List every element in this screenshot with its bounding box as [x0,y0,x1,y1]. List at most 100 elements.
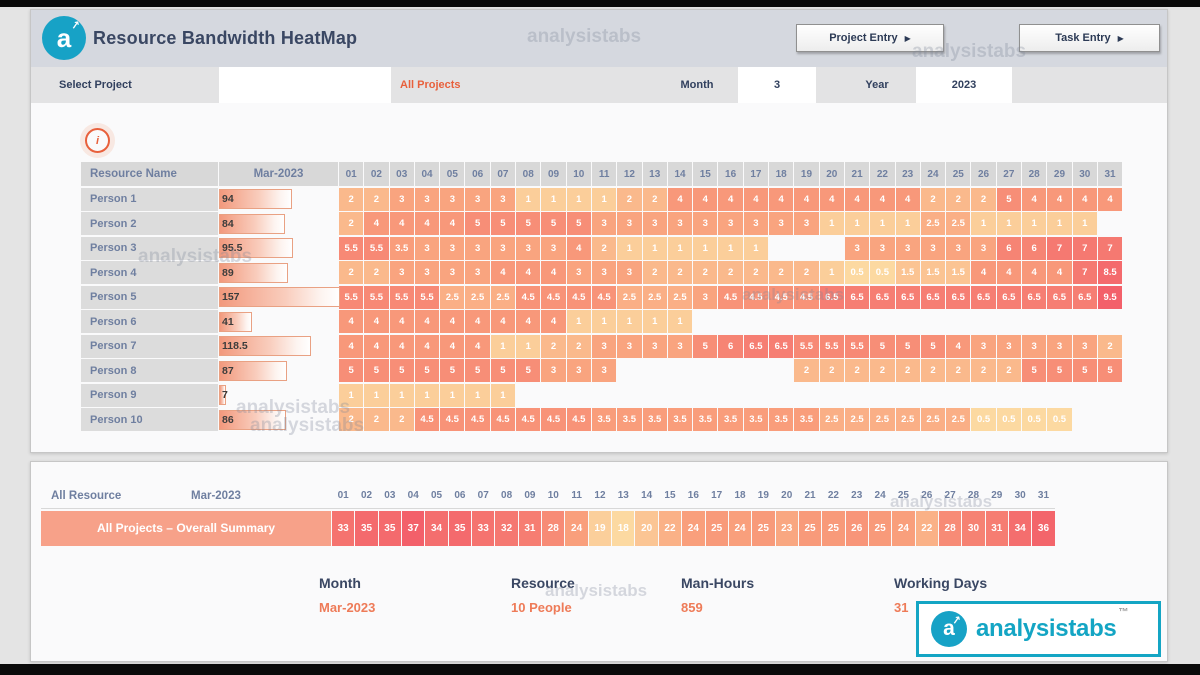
heat-cell: 3 [440,187,465,211]
heat-cell: 2 [667,261,693,284]
heatmap-header-row: Resource Name Mar-2023 01 02 03 04 05 06 07 08 09 1… [81,162,1123,186]
heat-cell: 3 [414,261,440,284]
heat-cell: 2.5 [819,408,844,431]
heat-cell: 4 [1097,187,1123,211]
total-value: 86 [222,413,234,426]
heat-cell [643,384,667,407]
info-icon[interactable]: i [85,128,110,153]
day-column-header: 19 [794,162,819,186]
all-resource-header: All Resource [51,489,122,502]
resource-name-cell: Person 6 [81,310,218,333]
heat-cell: 5 [465,359,490,382]
heat-cell [971,310,995,333]
heat-cell: 1 [364,383,389,407]
resource-name-cell: Person 10 [81,408,218,431]
day-column-header: 28 [967,490,980,501]
heat-cell: 2 [920,187,946,211]
heat-cell: 3.5 [617,408,642,431]
heat-cell: 4 [769,187,794,211]
heat-cell: 2.5 [946,212,971,235]
stat-manhours: Man-Hours 859 [681,575,754,615]
heat-cell: 3 [971,236,996,260]
heat-cell: 8.5 [1097,261,1123,284]
heat-cell [820,237,844,260]
heat-cell: 2 [844,359,870,382]
heat-cell: 3 [566,359,591,382]
heat-cell: 3 [541,359,566,382]
day-column-header: 12 [617,162,642,186]
heat-cell: 2 [895,359,920,382]
summary-heat-cell: 24 [892,510,915,546]
heat-cell: 3 [541,236,566,260]
heat-cell [617,359,641,382]
month-input[interactable]: 3 [738,67,816,103]
heat-cell: 2.5 [440,285,465,309]
analysistabs-logo[interactable]: a ↗ analysistabs™ [916,601,1161,657]
heat-cell: 3 [1047,334,1072,358]
heat-cell: 3 [389,187,414,211]
year-label: Year [865,79,889,91]
heat-cell: 2 [339,212,364,235]
heat-cell: 9.5 [1097,285,1123,309]
total-value: 118.5 [222,340,248,352]
day-column-header: 03 [384,490,396,501]
heat-cell: 1 [1022,212,1047,235]
heat-cell: 5 [440,359,465,382]
heat-cell: 4 [389,212,414,235]
heat-cell: 3 [617,261,642,284]
task-entry-label: Task Entry [1055,32,1111,44]
project-select-input[interactable] [219,67,391,103]
heat-cell [1098,384,1122,407]
heat-cell: 2 [541,334,566,358]
heat-cell [997,310,1021,333]
heatmap-row: Person 4 89 2 2 3 3 3 3 4 4 4 3 3 3 2 2 2 2 2 2 2 1 0.5 0.5 1.5 1… [81,261,1123,284]
trademark-symbol: ™ [1118,607,1129,618]
task-entry-button[interactable]: Task Entry ▶ [1019,24,1160,52]
heat-cell: 4 [339,310,364,333]
heat-cell: 2.5 [617,285,642,309]
heat-cell: 2 [642,261,667,284]
heat-cell: 2 [642,187,667,211]
heat-cell: 4 [490,261,516,284]
heat-cell: 2 [339,187,364,211]
heat-cell: 5 [339,359,364,382]
heat-cell: 5 [490,212,516,235]
heat-cell: 6.5 [844,285,870,309]
heat-cell: 1 [1047,212,1072,235]
heat-cell: 1 [591,187,617,211]
summary-heat-cell: 28 [938,510,962,546]
resource-name-cell: Person 8 [81,359,218,382]
stat-workingdays-value: 31 [894,600,909,615]
heat-cell: 3.5 [667,408,693,431]
total-bar-cell: 95.5 [219,237,338,260]
heat-cell: 2.5 [920,212,946,235]
heat-cell: 4 [440,310,465,333]
summary-heat-cell: 22 [915,510,938,546]
heat-cell: 3.5 [389,236,414,260]
heat-cell: 1 [490,334,516,358]
heat-cell: 3.5 [794,408,819,431]
day-column-header: 04 [407,490,419,501]
heat-cell [769,384,793,407]
day-column-header: 02 [364,162,389,186]
heat-cell: 4 [541,261,566,284]
heat-cell [769,237,793,260]
heat-cell: 4.5 [743,285,769,309]
data-bar [219,189,293,209]
summary-heat-cell: 24 [682,510,705,546]
month-label: Month [680,79,714,91]
year-input[interactable]: 2023 [916,67,1012,103]
summary-heat-cell: 30 [962,510,985,546]
summary-heat-cell: 35 [378,510,402,546]
heat-cell: 2 [617,187,642,211]
heat-cell: 5 [465,212,490,235]
summary-heat-cell: 36 [1032,510,1055,546]
summary-heat-cell: 26 [845,510,868,546]
heat-cell: 1 [516,187,541,211]
heat-cell: 5 [566,212,591,235]
heat-cell: 5 [1072,359,1097,382]
heat-cell: 4 [339,334,364,358]
project-entry-button[interactable]: Project Entry ▶ [796,24,944,52]
heat-cell: 6.5 [819,285,844,309]
heat-cell: 4 [693,187,718,211]
